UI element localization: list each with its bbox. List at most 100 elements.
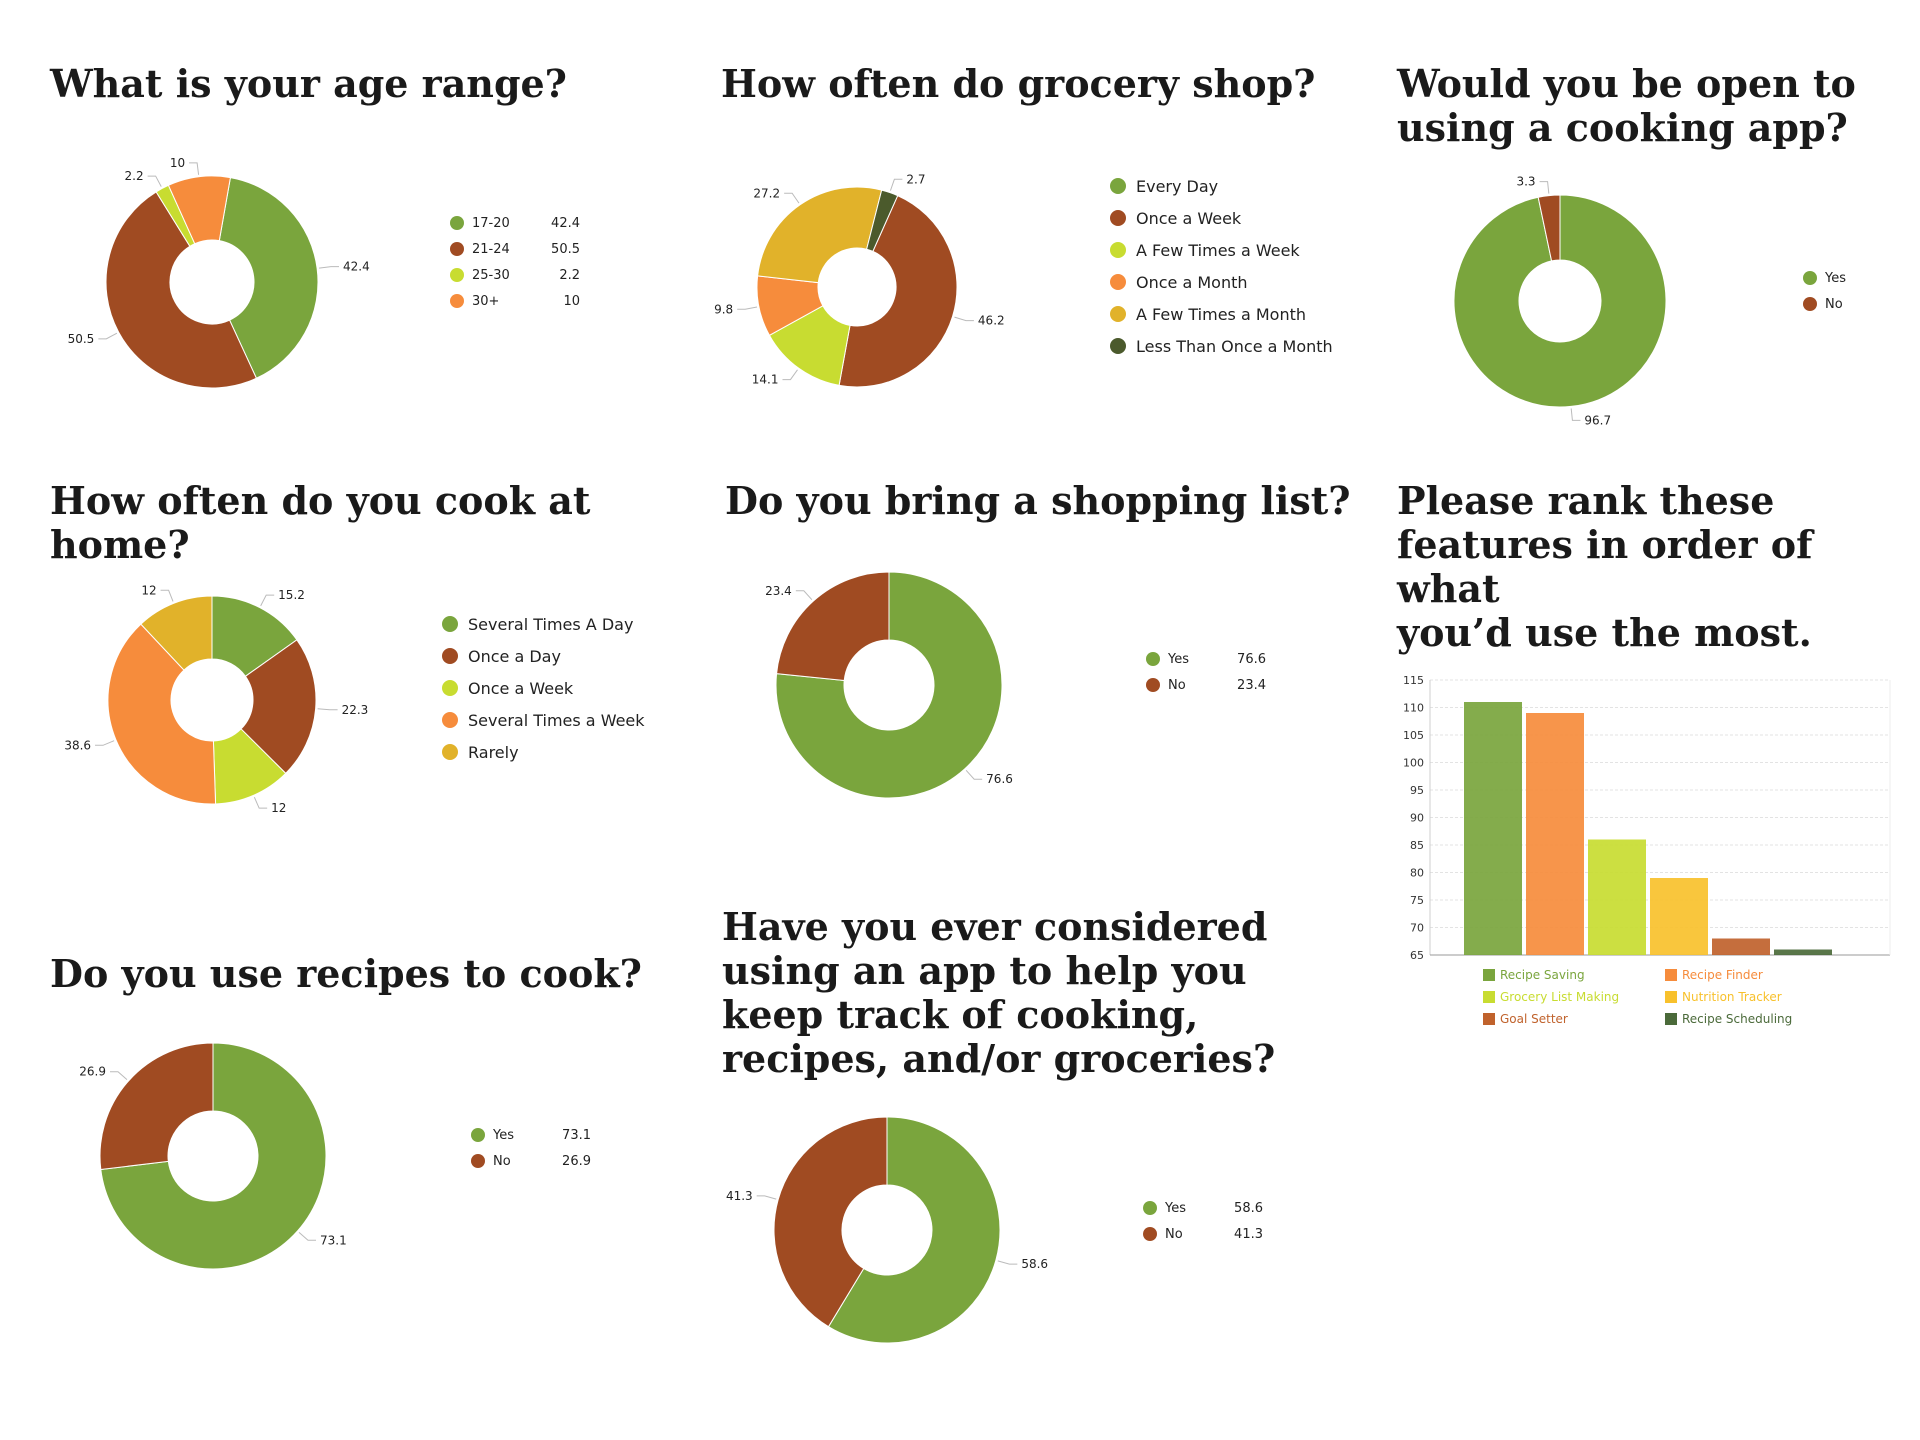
legend-dot-icon	[1146, 652, 1160, 666]
legend-cook-home: Several Times A Day Once a Day Once a Week…	[442, 608, 662, 768]
legend-value: 41.3	[1234, 1226, 1263, 1242]
legend-item-no[interactable]: No	[1803, 291, 1863, 317]
legend-dot-icon	[450, 294, 464, 308]
legend-dot-icon	[1146, 678, 1160, 692]
slice-label-once-a-week: 46.2	[978, 314, 1005, 328]
bar-legend-item-recipe-finder[interactable]: Recipe Finder	[1665, 968, 1847, 982]
legend-item-no[interactable]: No 41.3	[1143, 1221, 1263, 1247]
slice-label-several-times-a-day: 15.2	[278, 588, 305, 602]
legend-item-several-times-a-week[interactable]: Several Times a Week	[442, 704, 662, 736]
chart-panel-grocery: How often do grocery shop? 46.2 14.1 9.8 27…	[0, 0, 1380, 440]
legend-item-a-few-times-a-week[interactable]: A Few Times a Week	[1110, 234, 1350, 266]
bar-legend-item-grocery-list-making[interactable]: Grocery List Making	[1483, 990, 1665, 1004]
slice-label-no: 23.4	[765, 584, 792, 598]
legend-item-several-times-a-day[interactable]: Several Times A Day	[442, 608, 662, 640]
legend-item-a-few-times-a-month[interactable]: A Few Times a Month	[1110, 298, 1350, 330]
bar-legend-item-goal-setter[interactable]: Goal Setter	[1483, 1012, 1665, 1026]
legend-considered-app: Yes 58.6 No 41.3	[1143, 1195, 1263, 1247]
legend-label: Several Times A Day	[468, 614, 634, 634]
chart-title: Have you ever considered using an app to…	[722, 904, 1276, 1081]
legend-item-yes[interactable]: Yes 76.6	[1146, 646, 1266, 672]
legend-label: No	[1825, 296, 1843, 312]
legend-item-yes[interactable]: Yes 73.1	[471, 1122, 591, 1148]
bar-goal-setter	[1712, 938, 1770, 955]
donut-chart-grocery: 46.2 14.1 9.8 27.2 2.7	[714, 172, 1005, 388]
donut-chart-considered-app: 58.6 41.3	[726, 1116, 1048, 1344]
legend-label: No	[493, 1153, 511, 1169]
leader-line	[160, 589, 174, 602]
slice-once-a-day	[240, 639, 317, 775]
legend-dot-icon	[442, 680, 458, 696]
legend-item-once-a-week[interactable]: Once a Week	[1110, 202, 1350, 234]
y-tick-label: 90	[1410, 812, 1424, 825]
legend-dot-icon	[1110, 242, 1126, 258]
chart-title: What is your age range?	[50, 61, 567, 106]
legend-item-once-a-month[interactable]: Once a Month	[1110, 266, 1350, 298]
leader-line	[756, 1195, 777, 1200]
legend-label: Yes	[1168, 651, 1189, 667]
legend-dot-icon	[450, 268, 464, 282]
legend-dot-icon	[1110, 210, 1126, 226]
y-tick-label: 115	[1403, 674, 1424, 687]
legend-item-yes[interactable]: Yes 58.6	[1143, 1195, 1263, 1221]
legend-dot-icon	[450, 216, 464, 230]
legend-item-30[interactable]: 30+ 10	[450, 288, 580, 314]
y-tick-label: 75	[1410, 894, 1424, 907]
slice-once-a-week	[838, 194, 958, 388]
legend-item-less-than-once-a-month[interactable]: Less Than Once a Month	[1110, 330, 1350, 362]
legend-item-25-30[interactable]: 25-30 2.2	[450, 262, 580, 288]
slice-17-20	[218, 177, 319, 379]
slice-label-a-few-times-a-month: 27.2	[753, 186, 780, 200]
legend-dot-icon	[442, 744, 458, 760]
legend-label: 17-20	[472, 215, 510, 231]
slice-no	[773, 1116, 888, 1328]
legend-item-21-24[interactable]: 21-24 50.5	[450, 236, 580, 262]
legend-recipes: Yes 73.1 No 26.9	[471, 1122, 591, 1174]
legend-dot-icon	[442, 712, 458, 728]
leader-line	[782, 369, 798, 381]
chart-panel-recipes: Do you use recipes to cook? 73.1 26.9 Yes…	[0, 0, 660, 1340]
legend-dot-icon	[1110, 338, 1126, 354]
legend-age: 17-20 42.4 21-24 50.5 25-30 2.2 30+ 10	[450, 210, 580, 314]
leader-line	[737, 306, 758, 310]
legend-value: 58.6	[1234, 1200, 1263, 1216]
donut-chart-cook-home: 15.2 22.3 12 38.6 12	[64, 583, 368, 815]
leader-line	[1570, 408, 1581, 421]
slice-label-no: 41.3	[726, 1189, 753, 1203]
legend-item-no[interactable]: No 23.4	[1146, 672, 1266, 698]
slice-label-30: 10	[170, 156, 185, 170]
legend-label: A Few Times a Week	[1136, 240, 1300, 260]
bar-legend-item-nutrition-tracker[interactable]: Nutrition Tracker	[1665, 990, 1847, 1004]
legend-value: 42.4	[551, 215, 580, 231]
legend-dot-icon	[1803, 271, 1817, 285]
leader-line	[147, 175, 162, 187]
legend-item-once-a-day[interactable]: Once a Day	[442, 640, 662, 672]
slice-label-once-a-month: 9.8	[714, 302, 733, 316]
bar-legend-item-recipe-saving[interactable]: Recipe Saving	[1483, 968, 1665, 982]
legend-swatch-icon	[1665, 1013, 1677, 1025]
legend-item-every-day[interactable]: Every Day	[1110, 170, 1350, 202]
bar-nutrition-tracker	[1650, 878, 1708, 955]
bar-legend-label: Recipe Saving	[1500, 968, 1585, 982]
legend-item-17-20[interactable]: 17-20 42.4	[450, 210, 580, 236]
legend-dot-icon	[1110, 306, 1126, 322]
bar-legend-label: Nutrition Tracker	[1682, 990, 1782, 1004]
legend-label: Once a Week	[468, 678, 574, 698]
bar-recipe-saving	[1464, 702, 1522, 955]
legend-item-once-a-week[interactable]: Once a Week	[442, 672, 662, 704]
legend-label: A Few Times a Month	[1136, 304, 1306, 324]
leader-line	[189, 162, 200, 175]
bar-legend-label: Recipe Finder	[1682, 968, 1763, 982]
legend-label: 21-24	[472, 241, 510, 257]
legend-value: 10	[563, 293, 580, 309]
bar-legend-rank-features: Recipe Saving Recipe Finder Grocery List M…	[1483, 968, 1847, 1026]
slice-yes	[1453, 194, 1667, 408]
legend-item-rarely[interactable]: Rarely	[442, 736, 662, 768]
chart-title: Please rank these features in order of w…	[1397, 478, 1813, 655]
legend-value: 76.6	[1237, 651, 1266, 667]
slice-no	[776, 571, 890, 682]
legend-item-no[interactable]: No 26.9	[471, 1148, 591, 1174]
legend-item-yes[interactable]: Yes	[1803, 265, 1863, 291]
legend-label: Less Than Once a Month	[1136, 336, 1333, 356]
bar-legend-item-recipe-scheduling[interactable]: Recipe Scheduling	[1665, 1012, 1847, 1026]
